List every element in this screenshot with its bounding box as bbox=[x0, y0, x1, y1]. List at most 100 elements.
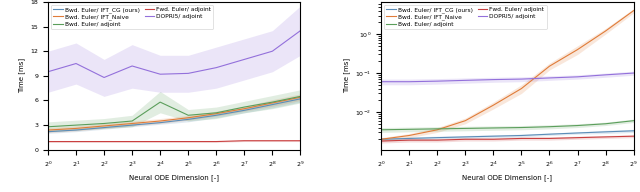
Line: Bwd. Euler/ adjoint: Bwd. Euler/ adjoint bbox=[48, 96, 300, 127]
Bwd. Euler/ IFT_Naive bbox=[490, 104, 497, 106]
DOPRI5/ adjoint bbox=[518, 78, 525, 80]
Fwd. Euler/ adjoint bbox=[602, 136, 609, 138]
Line: Bwd. Euler/ IFT_Naive: Bwd. Euler/ IFT_Naive bbox=[381, 11, 634, 139]
Fwd. Euler/ adjoint bbox=[72, 140, 80, 143]
Bwd. Euler/ IFT_Naive bbox=[44, 129, 52, 131]
Fwd. Euler/ adjoint bbox=[269, 140, 276, 142]
Bwd. Euler/ IFT_Naive bbox=[296, 96, 304, 98]
Bwd. Euler/ adjoint bbox=[128, 120, 136, 122]
Bwd. Euler/ IFT_CG (ours) bbox=[128, 124, 136, 126]
DOPRI5/ adjoint bbox=[44, 71, 52, 73]
Fwd. Euler/ adjoint bbox=[433, 139, 441, 141]
Fwd. Euler/ adjoint bbox=[241, 140, 248, 142]
Fwd. Euler/ adjoint bbox=[184, 140, 192, 143]
Bwd. Euler/ adjoint bbox=[156, 101, 164, 103]
DOPRI5/ adjoint bbox=[405, 81, 413, 83]
DOPRI5/ adjoint bbox=[241, 58, 248, 60]
Fwd. Euler/ adjoint bbox=[212, 140, 220, 143]
Fwd. Euler/ adjoint bbox=[156, 140, 164, 143]
Bwd. Euler/ IFT_CG (ours) bbox=[518, 134, 525, 137]
Bwd. Euler/ adjoint bbox=[461, 127, 469, 130]
Line: Fwd. Euler/ adjoint: Fwd. Euler/ adjoint bbox=[48, 141, 300, 142]
Bwd. Euler/ IFT_CG (ours) bbox=[378, 138, 385, 140]
Line: DOPRI5/ adjoint: DOPRI5/ adjoint bbox=[381, 73, 634, 82]
Fwd. Euler/ adjoint bbox=[461, 138, 469, 140]
DOPRI5/ adjoint bbox=[212, 66, 220, 69]
Bwd. Euler/ adjoint bbox=[184, 114, 192, 116]
DOPRI5/ adjoint bbox=[433, 80, 441, 82]
Bwd. Euler/ IFT_CG (ours) bbox=[241, 109, 248, 112]
Y-axis label: Time [ms]: Time [ms] bbox=[343, 58, 350, 93]
Fwd. Euler/ adjoint bbox=[573, 137, 581, 139]
Fwd. Euler/ adjoint bbox=[518, 137, 525, 140]
Bwd. Euler/ IFT_CG (ours) bbox=[100, 127, 108, 129]
Bwd. Euler/ IFT_Naive bbox=[100, 125, 108, 127]
DOPRI5/ adjoint bbox=[296, 30, 304, 32]
Bwd. Euler/ IFT_Naive bbox=[573, 48, 581, 51]
Bwd. Euler/ IFT_CG (ours) bbox=[405, 137, 413, 140]
Bwd. Euler/ IFT_Naive bbox=[241, 108, 248, 110]
Bwd. Euler/ IFT_Naive bbox=[156, 120, 164, 122]
Legend: Bwd. Euler/ IFT_CG (ours), Bwd. Euler/ IFT_Naive, Bwd. Euler/ adjoint, Fwd. Eule: Bwd. Euler/ IFT_CG (ours), Bwd. Euler/ I… bbox=[51, 5, 214, 29]
Line: Bwd. Euler/ IFT_Naive: Bwd. Euler/ IFT_Naive bbox=[48, 97, 300, 130]
Fwd. Euler/ adjoint bbox=[630, 135, 637, 137]
DOPRI5/ adjoint bbox=[72, 62, 80, 65]
Bwd. Euler/ adjoint bbox=[44, 126, 52, 128]
Bwd. Euler/ adjoint bbox=[241, 106, 248, 108]
Bwd. Euler/ adjoint bbox=[212, 112, 220, 114]
DOPRI5/ adjoint bbox=[461, 79, 469, 81]
Fwd. Euler/ adjoint bbox=[490, 138, 497, 140]
Bwd. Euler/ IFT_Naive bbox=[405, 134, 413, 137]
Bwd. Euler/ adjoint bbox=[573, 124, 581, 127]
Line: DOPRI5/ adjoint: DOPRI5/ adjoint bbox=[48, 31, 300, 78]
DOPRI5/ adjoint bbox=[602, 74, 609, 76]
DOPRI5/ adjoint bbox=[128, 65, 136, 67]
Bwd. Euler/ IFT_Naive bbox=[602, 30, 609, 32]
DOPRI5/ adjoint bbox=[490, 79, 497, 81]
Bwd. Euler/ IFT_Naive bbox=[128, 122, 136, 125]
DOPRI5/ adjoint bbox=[269, 50, 276, 52]
Bwd. Euler/ IFT_Naive bbox=[546, 65, 554, 67]
Bwd. Euler/ IFT_CG (ours) bbox=[630, 130, 637, 132]
DOPRI5/ adjoint bbox=[630, 72, 637, 74]
Fwd. Euler/ adjoint bbox=[546, 137, 554, 140]
Bwd. Euler/ IFT_CG (ours) bbox=[269, 103, 276, 106]
Fwd. Euler/ adjoint bbox=[296, 140, 304, 142]
Bwd. Euler/ adjoint bbox=[100, 122, 108, 125]
Bwd. Euler/ IFT_CG (ours) bbox=[602, 131, 609, 133]
Bwd. Euler/ IFT_Naive bbox=[518, 87, 525, 90]
Bwd. Euler/ IFT_CG (ours) bbox=[72, 129, 80, 131]
Line: Bwd. Euler/ IFT_CG (ours): Bwd. Euler/ IFT_CG (ours) bbox=[381, 131, 634, 139]
DOPRI5/ adjoint bbox=[156, 73, 164, 75]
Bwd. Euler/ IFT_Naive bbox=[461, 119, 469, 122]
Bwd. Euler/ IFT_CG (ours) bbox=[212, 114, 220, 116]
Line: Bwd. Euler/ IFT_CG (ours): Bwd. Euler/ IFT_CG (ours) bbox=[48, 99, 300, 132]
Bwd. Euler/ IFT_CG (ours) bbox=[156, 122, 164, 124]
Bwd. Euler/ IFT_Naive bbox=[378, 138, 385, 140]
Y-axis label: Time [ms]: Time [ms] bbox=[18, 58, 25, 93]
X-axis label: Neural ODE Dimension [-]: Neural ODE Dimension [-] bbox=[462, 174, 552, 181]
Legend: Bwd. Euler/ IFT_CG (ours), Bwd. Euler/ IFT_Naive, Bwd. Euler/ adjoint, Fwd. Eule: Bwd. Euler/ IFT_CG (ours), Bwd. Euler/ I… bbox=[384, 5, 547, 29]
Bwd. Euler/ adjoint bbox=[72, 124, 80, 126]
Fwd. Euler/ adjoint bbox=[44, 140, 52, 143]
Bwd. Euler/ IFT_Naive bbox=[630, 9, 637, 12]
Bwd. Euler/ IFT_CG (ours) bbox=[490, 135, 497, 137]
Bwd. Euler/ IFT_CG (ours) bbox=[296, 98, 304, 100]
Bwd. Euler/ adjoint bbox=[378, 129, 385, 131]
Bwd. Euler/ IFT_CG (ours) bbox=[184, 118, 192, 121]
Bwd. Euler/ IFT_CG (ours) bbox=[546, 133, 554, 135]
Bwd. Euler/ adjoint bbox=[602, 123, 609, 125]
Bwd. Euler/ adjoint bbox=[546, 126, 554, 128]
Bwd. Euler/ IFT_Naive bbox=[269, 102, 276, 104]
Fwd. Euler/ adjoint bbox=[128, 140, 136, 143]
Bwd. Euler/ IFT_Naive bbox=[212, 113, 220, 115]
DOPRI5/ adjoint bbox=[100, 76, 108, 79]
Fwd. Euler/ adjoint bbox=[405, 139, 413, 141]
Bwd. Euler/ IFT_Naive bbox=[184, 117, 192, 119]
Bwd. Euler/ adjoint bbox=[405, 128, 413, 131]
Fwd. Euler/ adjoint bbox=[100, 140, 108, 143]
Bwd. Euler/ adjoint bbox=[296, 95, 304, 98]
DOPRI5/ adjoint bbox=[546, 77, 554, 79]
Bwd. Euler/ adjoint bbox=[433, 128, 441, 130]
Bwd. Euler/ IFT_CG (ours) bbox=[461, 136, 469, 138]
